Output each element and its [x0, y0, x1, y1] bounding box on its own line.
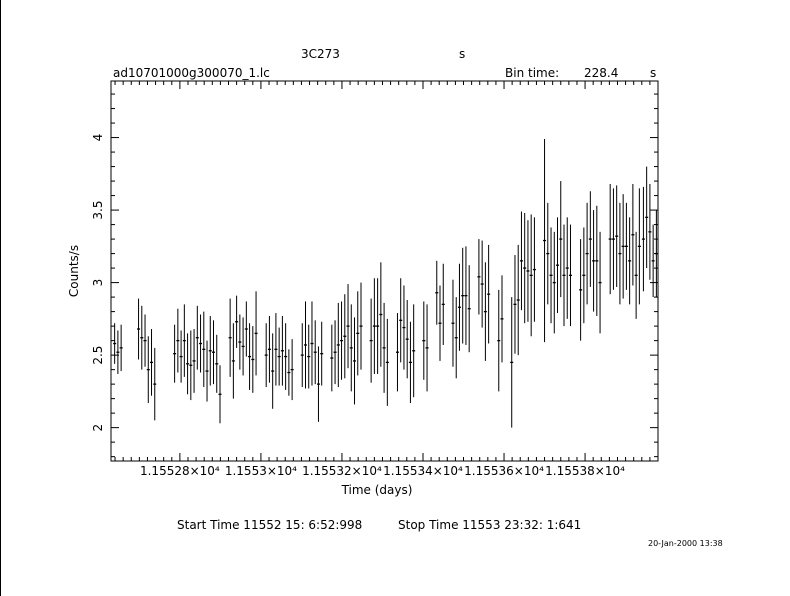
x-tick-label: 1.15528×10⁴	[140, 464, 220, 478]
bin-time-unit: s	[650, 66, 657, 80]
x-tick-label: 1.15538×10⁴	[545, 464, 625, 478]
y-tick-label: 3.5	[91, 201, 105, 220]
stop-time: Stop Time 11553 23:32: 1:641	[398, 518, 582, 532]
x-tick-label: 1.15532×10⁴	[302, 464, 382, 478]
x-tick-label: 1.1553×10⁴	[225, 464, 297, 478]
y-tick-label: 3	[91, 279, 105, 287]
object-name: 3C273	[301, 47, 340, 61]
object-unit: s	[459, 47, 466, 61]
axis-ticks: 1.15528×10⁴ 1.1553×10⁴ 1.15532×10⁴ 1.15534×…	[91, 81, 659, 478]
start-time: Start Time 11552 15: 6:52:998	[177, 518, 363, 532]
data-marks	[113, 139, 658, 428]
y-axis-label: Counts/s	[67, 245, 81, 297]
y-tick-label: 2	[91, 424, 105, 432]
left-border	[0, 0, 1, 596]
x-axis-label: Time (days)	[341, 483, 413, 497]
bin-time-value: 228.4	[584, 66, 619, 80]
bin-time-label: Bin time:	[505, 66, 560, 80]
plot-frame	[110, 80, 659, 462]
date-stamp: 20-Jan-2000 13:38	[648, 539, 723, 548]
y-tick-label: 4	[91, 134, 105, 142]
x-tick-label: 1.15534×10⁴	[383, 464, 463, 478]
y-tick-label: 2.5	[91, 346, 105, 365]
file-name: ad10701000g300070_1.lc	[113, 66, 270, 80]
x-tick-label: 1.15536×10⁴	[464, 464, 544, 478]
